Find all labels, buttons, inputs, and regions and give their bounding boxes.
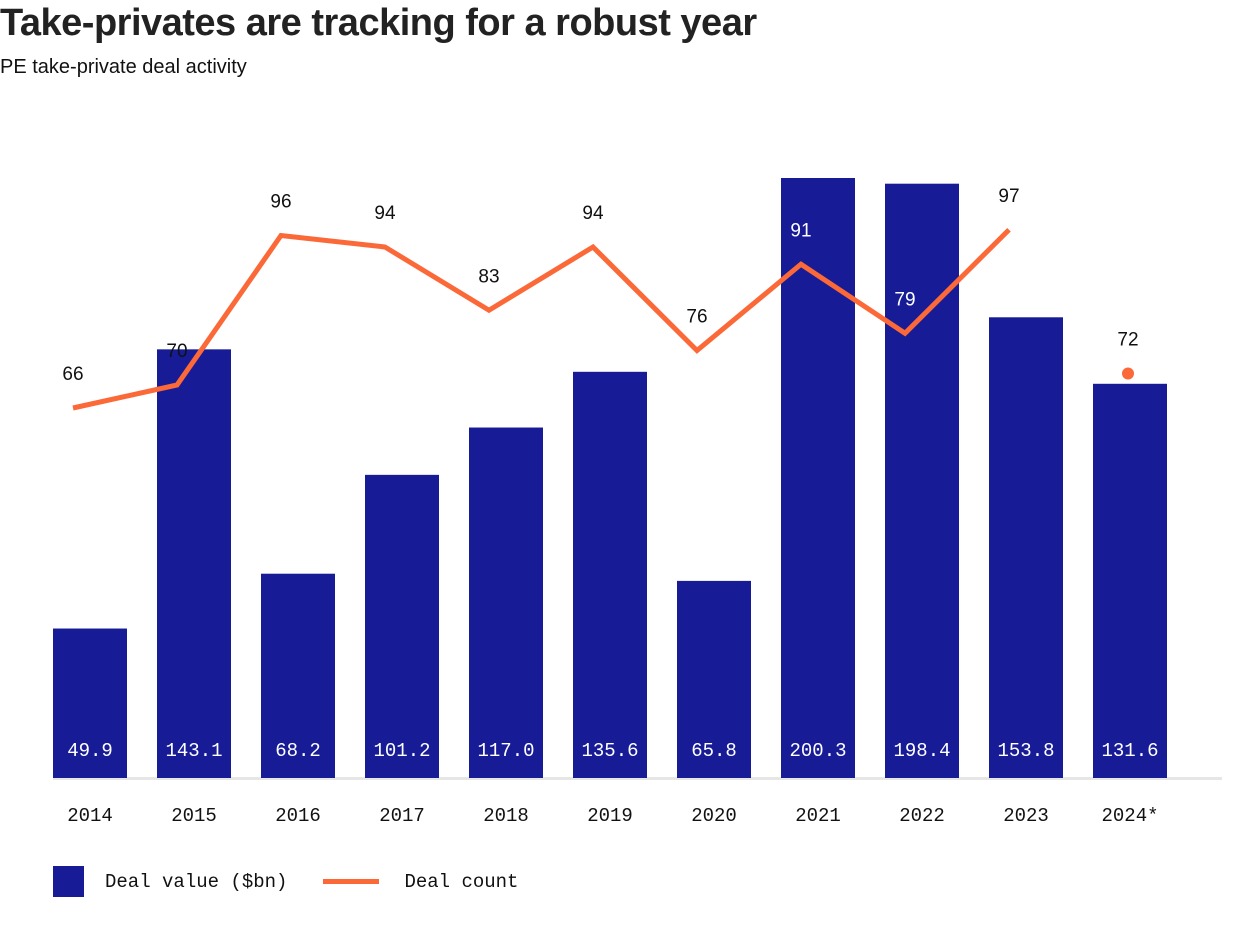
x-tick-label: 2023 <box>1003 805 1049 827</box>
legend-label-deal-count: Deal count <box>404 870 519 893</box>
count-label: 96 <box>270 192 291 213</box>
legend-label-deal-value: Deal value ($bn) <box>105 870 288 893</box>
x-tick-label: 2020 <box>691 805 737 827</box>
count-label: 76 <box>686 307 707 328</box>
x-tick-label: 2018 <box>483 805 529 827</box>
legend-swatch-deal-count <box>323 879 380 884</box>
count-label: 97 <box>998 186 1019 207</box>
count-label: 72 <box>1117 330 1138 351</box>
bar-2019 <box>573 371 647 778</box>
deal-count-point-2024 <box>1122 367 1134 380</box>
bar-value-label: 153.8 <box>997 740 1054 762</box>
bar-2016 <box>261 573 335 778</box>
bar-value-label: 49.9 <box>67 740 113 762</box>
bar-2017 <box>365 474 439 778</box>
chart-title: Take-privates are tracking for a robust … <box>0 2 757 44</box>
combo-chart: 49.9 2014 143.1 2015 68.2 2016 101.2 2017 117.0 2… <box>53 178 1222 827</box>
x-tick-label: 2017 <box>379 805 425 827</box>
bar-value-label: 135.6 <box>581 740 638 762</box>
bar-2021 <box>781 178 855 778</box>
count-label: 70 <box>166 341 187 362</box>
count-label: 79 <box>894 289 915 310</box>
bar-value-label: 101.2 <box>373 740 430 762</box>
chart-subtitle: PE take-private deal activity <box>0 56 247 78</box>
count-label: 66 <box>62 364 83 385</box>
x-tick-label: 2024* <box>1101 805 1158 827</box>
x-tick-label: 2022 <box>899 805 945 827</box>
x-tick-label: 2019 <box>587 805 633 827</box>
bar-2022 <box>885 183 959 778</box>
bar-value-label: 117.0 <box>477 740 534 762</box>
x-tick-label: 2015 <box>171 805 217 827</box>
bar-2015 <box>157 349 231 778</box>
deal-count-line <box>72 227 1011 411</box>
count-label: 94 <box>582 203 604 224</box>
x-tick-label: 2016 <box>275 805 321 827</box>
bar-value-label: 65.8 <box>691 740 737 762</box>
bar-2020 <box>677 580 751 778</box>
count-label: 94 <box>374 203 396 224</box>
bar-value-label: 200.3 <box>789 740 846 762</box>
x-tick-label: 2014 <box>67 805 113 827</box>
legend: Deal value ($bn) Deal count <box>53 866 518 897</box>
bar-value-label: 68.2 <box>275 740 321 762</box>
bar-value-label: 198.4 <box>893 740 950 762</box>
bar-2014 <box>53 628 127 778</box>
bar-value-label: 131.6 <box>1101 740 1158 762</box>
count-label: 91 <box>790 220 811 241</box>
x-tick-label: 2021 <box>795 805 841 827</box>
bar-2018 <box>469 427 543 778</box>
count-label: 83 <box>478 266 499 287</box>
bar-2023 <box>989 317 1063 778</box>
bar-value-label: 143.1 <box>165 740 222 762</box>
bar-2024* <box>1093 383 1167 778</box>
legend-swatch-deal-value <box>53 866 84 897</box>
